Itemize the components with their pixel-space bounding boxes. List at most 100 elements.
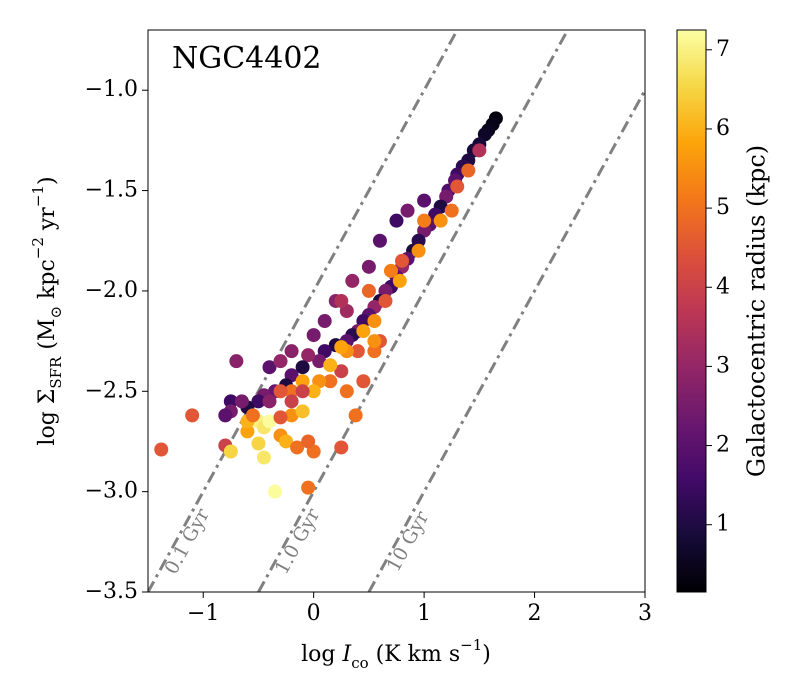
reference-line	[367, 89, 645, 592]
point	[262, 394, 277, 409]
point	[367, 344, 382, 359]
label-part: SFR	[47, 356, 65, 389]
point	[185, 408, 200, 423]
label-part: −1	[460, 636, 482, 654]
point	[345, 273, 360, 288]
label-part: )	[35, 176, 60, 185]
point	[295, 404, 310, 419]
point	[356, 324, 371, 339]
label-part: log Σ	[35, 389, 60, 446]
label-part: −1	[29, 185, 47, 207]
colorbar-tick-label: 7	[716, 37, 730, 62]
point	[284, 394, 299, 409]
point	[273, 384, 288, 399]
point	[372, 233, 387, 248]
point	[472, 143, 487, 158]
point	[367, 334, 382, 349]
point	[218, 408, 233, 423]
point	[301, 348, 316, 363]
y-tick-label: −3.5	[85, 579, 138, 604]
point	[284, 344, 299, 359]
point	[279, 434, 294, 449]
point	[389, 213, 404, 228]
point	[378, 293, 393, 308]
point	[301, 434, 316, 449]
point	[444, 203, 459, 218]
point	[461, 163, 476, 178]
y-axis-label: log ΣSFR (M⊙ kpc−2 yr−1)	[29, 176, 65, 445]
point	[417, 213, 432, 228]
point	[251, 436, 266, 451]
colorbar-tick-label: 1	[716, 512, 730, 537]
x-axis-label: log Ico (K km s−1)	[301, 636, 491, 672]
label-part: co	[351, 654, 368, 672]
colorbar-tick-label: 5	[716, 195, 730, 220]
label-part: −2	[29, 237, 47, 259]
point	[295, 360, 310, 375]
reference-line-label: 10 Gyr	[383, 507, 434, 576]
reference-line	[148, 30, 459, 592]
point	[295, 384, 310, 399]
point	[348, 408, 363, 423]
point	[395, 253, 410, 268]
point	[383, 263, 398, 278]
reference-line	[257, 30, 570, 592]
point	[306, 384, 321, 399]
point	[154, 442, 169, 457]
point	[268, 484, 283, 499]
point	[245, 408, 260, 423]
point	[301, 480, 316, 495]
point	[262, 414, 277, 429]
point	[411, 243, 426, 258]
label-part: yr	[35, 207, 60, 237]
label-part: I	[342, 642, 353, 667]
x-tick-label: −1	[187, 601, 219, 626]
point	[323, 358, 338, 373]
point	[350, 344, 365, 359]
reference-line-label: 1.0 Gyr	[271, 504, 325, 578]
point	[240, 424, 255, 439]
point	[256, 450, 271, 465]
point	[273, 354, 288, 369]
point	[284, 408, 299, 423]
point	[251, 394, 266, 409]
point	[334, 364, 349, 379]
y-tick-label: −1.0	[85, 77, 138, 102]
x-tick-label: 1	[417, 601, 431, 626]
y-tick-label: −1.5	[85, 178, 138, 203]
label-part: log	[301, 642, 342, 667]
point	[450, 179, 465, 194]
point	[400, 203, 415, 218]
point	[417, 193, 432, 208]
point	[317, 314, 332, 329]
x-tick-label: 2	[528, 601, 542, 626]
y-tick-label: −3.0	[85, 479, 138, 504]
colorbar-tick-label: 3	[716, 353, 730, 378]
point	[334, 293, 349, 308]
point	[234, 394, 249, 409]
point	[290, 440, 305, 455]
point	[312, 354, 327, 369]
y-tick-label: −2.0	[85, 278, 138, 303]
label-part: (M	[35, 319, 60, 357]
point	[223, 394, 238, 409]
point	[229, 354, 244, 369]
point	[361, 283, 376, 298]
colorbar-label: Galactocentric radius (kpc)	[743, 145, 771, 477]
point	[262, 360, 277, 375]
point	[392, 273, 407, 288]
point	[367, 314, 382, 329]
point	[223, 444, 238, 459]
reference-line-label: 0.1 Gyr	[160, 504, 214, 578]
y-tick-label: −2.5	[85, 378, 138, 403]
x-tick-label: 0	[307, 601, 321, 626]
point	[356, 374, 371, 389]
chart-title: NGC4402	[172, 41, 322, 76]
point	[284, 384, 299, 399]
label-part: (K km s	[369, 642, 460, 667]
point	[295, 374, 310, 389]
label-part: ⊙	[47, 306, 65, 319]
point	[334, 440, 349, 455]
point	[306, 328, 321, 343]
colorbar-tick-label: 4	[716, 274, 730, 299]
